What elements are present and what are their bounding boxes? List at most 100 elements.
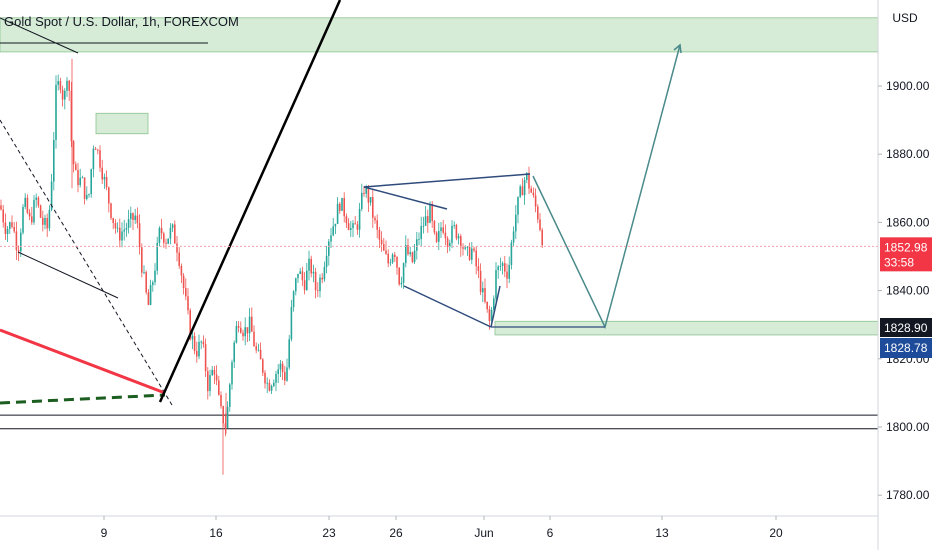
black-uptrend-line[interactable] xyxy=(158,0,342,403)
candle-body xyxy=(541,229,543,246)
candle-body xyxy=(372,196,374,218)
pattern-upper-line[interactable] xyxy=(363,173,531,188)
candle-body xyxy=(420,226,422,240)
candle-body xyxy=(257,349,260,351)
candle xyxy=(213,366,216,385)
candle xyxy=(369,196,372,206)
candle xyxy=(64,88,66,110)
currency-label: USD xyxy=(892,11,918,25)
candle-body xyxy=(323,266,326,280)
zone-0[interactable] xyxy=(0,17,879,53)
candle xyxy=(402,262,405,289)
candle xyxy=(255,342,257,354)
candle-body xyxy=(224,423,227,428)
candle-body xyxy=(193,335,196,352)
pattern-mid-line[interactable] xyxy=(363,186,448,210)
candle-body xyxy=(510,242,513,265)
pattern-lower-stub[interactable] xyxy=(490,285,501,328)
candle xyxy=(266,377,268,394)
candle-body xyxy=(530,188,532,193)
candle xyxy=(119,218,121,248)
candle xyxy=(132,212,134,230)
candle-body xyxy=(171,224,174,228)
green-dashed-line[interactable] xyxy=(0,393,166,405)
candle-body xyxy=(83,177,86,199)
candle-body xyxy=(39,205,42,218)
candle xyxy=(477,258,480,278)
candle-body xyxy=(488,309,491,321)
candle-body xyxy=(9,222,11,229)
candle-body xyxy=(218,380,220,395)
candle-body xyxy=(57,81,59,85)
candle xyxy=(169,223,172,245)
candle xyxy=(449,239,451,252)
candle xyxy=(264,370,266,389)
candle xyxy=(86,186,88,201)
zone-2[interactable] xyxy=(95,112,149,135)
candle-body xyxy=(367,188,370,203)
drawings-layer[interactable] xyxy=(0,0,682,406)
candle xyxy=(451,220,453,249)
candle xyxy=(28,209,31,220)
candle-body xyxy=(136,215,139,224)
candle xyxy=(163,231,165,248)
candle xyxy=(292,290,295,312)
candle xyxy=(42,210,44,232)
candle-body xyxy=(270,386,273,391)
candle xyxy=(290,299,293,342)
candle xyxy=(521,178,524,196)
candle-body xyxy=(182,275,185,289)
candle xyxy=(79,168,81,188)
plot-area[interactable] xyxy=(0,0,879,475)
candle-body xyxy=(198,341,200,357)
candle-body xyxy=(341,197,343,211)
candle-body xyxy=(229,384,231,407)
candle-body xyxy=(103,176,106,180)
candle xyxy=(9,221,11,235)
candle-body xyxy=(24,197,26,207)
candle-body xyxy=(88,194,90,195)
candle-body xyxy=(17,250,20,252)
candle-body xyxy=(248,316,251,334)
candle-body xyxy=(413,250,416,263)
trendline-lower-left[interactable] xyxy=(17,251,119,299)
pattern-lower-line[interactable] xyxy=(403,285,492,328)
red-trendline[interactable] xyxy=(0,328,166,395)
time-axis[interactable]: 9 16 23 26 Jun 6 13 20 xyxy=(101,516,783,540)
candle xyxy=(187,288,189,315)
candle xyxy=(72,139,75,173)
candle-body xyxy=(262,359,264,373)
candle xyxy=(215,365,218,386)
candle-body xyxy=(59,81,62,90)
candle xyxy=(244,317,246,346)
candle-body xyxy=(422,225,425,227)
candle-body xyxy=(416,239,418,251)
zone-1[interactable] xyxy=(494,320,879,336)
candle-body xyxy=(165,242,167,244)
candle-body xyxy=(308,258,310,271)
candle-body xyxy=(501,263,504,266)
candle xyxy=(356,221,359,235)
candle-body xyxy=(196,351,198,357)
candle xyxy=(440,221,442,238)
candle xyxy=(218,375,220,396)
candle xyxy=(171,223,174,232)
candle-body xyxy=(237,326,240,328)
candle xyxy=(418,232,420,246)
candle xyxy=(268,379,271,392)
trendline-top-left[interactable] xyxy=(0,17,79,54)
candle-body xyxy=(204,344,207,372)
candle-body xyxy=(121,231,123,241)
candle-body xyxy=(365,188,367,194)
candle-body xyxy=(310,258,312,274)
candle-body xyxy=(127,219,130,228)
candle xyxy=(460,233,462,257)
candle xyxy=(262,358,264,377)
candle-body xyxy=(215,374,218,381)
candle xyxy=(343,192,345,223)
candle xyxy=(182,273,185,295)
y-tick-label: 1900.00 xyxy=(886,79,930,93)
price-tag-bg xyxy=(880,237,932,272)
